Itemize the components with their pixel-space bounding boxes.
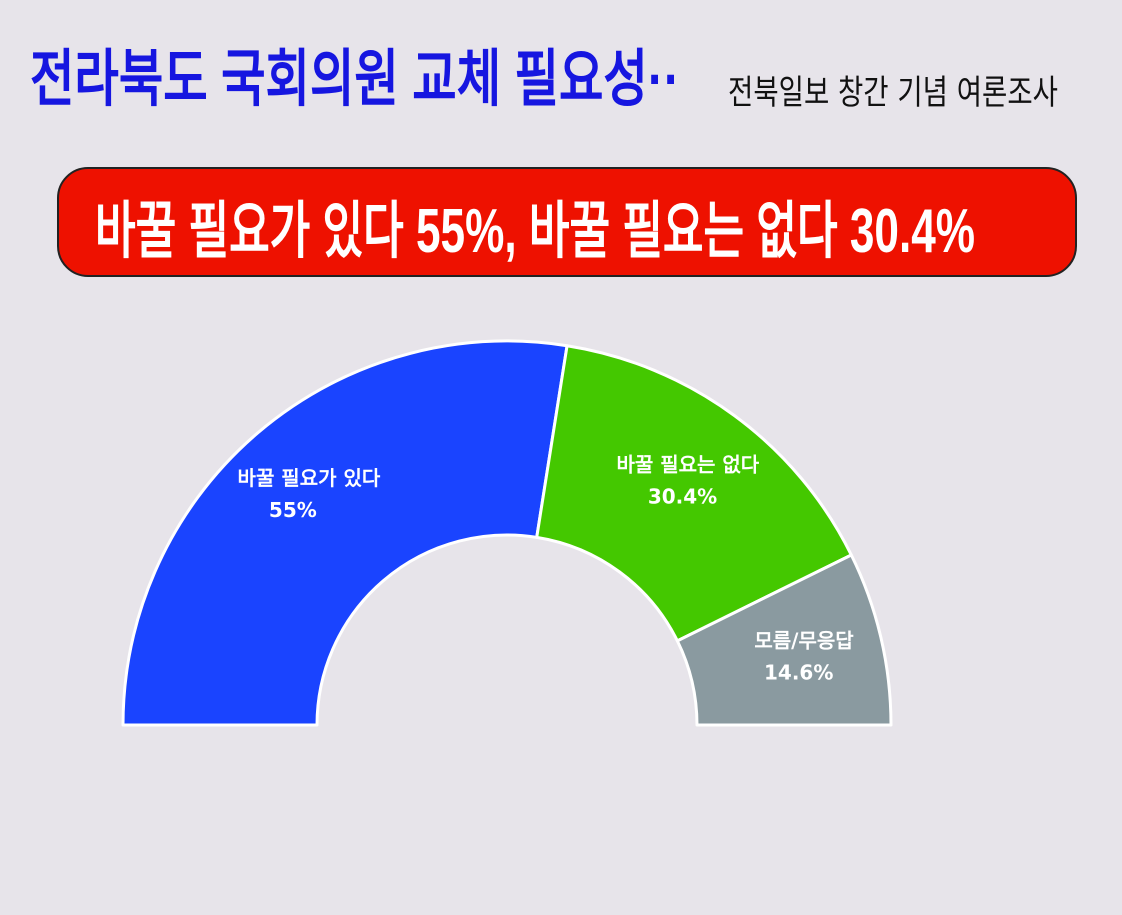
slice-value: 30.4%: [648, 484, 717, 508]
chart-subtitle: 전북일보 창간 기념 여론조사: [728, 73, 1058, 113]
slice: [121, 339, 569, 727]
headline: 바꿀 필요가 있다 55%, 바꿀 필요는 없다 30.4%: [95, 197, 975, 266]
slice-value: 14.6%: [764, 661, 833, 685]
slice: [535, 344, 853, 643]
chart-title: 전라북도 국회의원 교체 필요성··: [30, 45, 680, 114]
slice-label: 바꿀 필요가 있다: [238, 466, 381, 490]
slice: [675, 553, 893, 727]
slice-label: 모름/무응답: [754, 629, 854, 653]
slice-label: 바꿀 필요는 없다: [616, 452, 759, 476]
slice-value: 55%: [269, 498, 317, 522]
headline-banner: [57, 167, 1077, 277]
